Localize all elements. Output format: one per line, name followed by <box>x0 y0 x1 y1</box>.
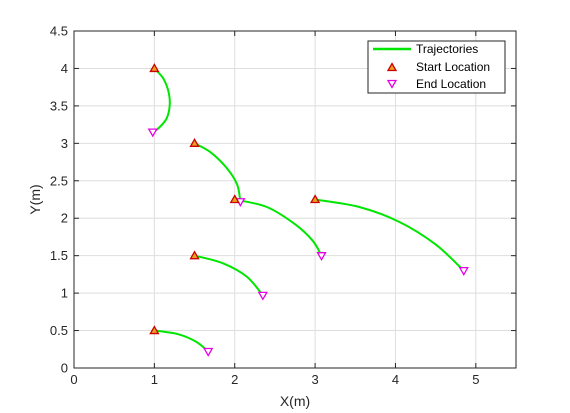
y-tick-label: 3.5 <box>50 98 68 113</box>
start-marker-5 <box>189 250 200 260</box>
end-marker-4 <box>458 266 469 276</box>
legend-start-marker <box>386 62 398 72</box>
end-marker-6 <box>203 347 214 357</box>
legend-label-end: End Location <box>416 77 486 91</box>
axes-box <box>73 30 517 369</box>
start-marker-1 <box>149 63 160 73</box>
start-marker-6 <box>149 325 160 335</box>
y-tick-label: 2 <box>61 211 68 226</box>
y-tick-label: 4.5 <box>50 24 68 39</box>
trajectory-lines <box>152 67 465 353</box>
x-tick-label: 2 <box>231 372 238 387</box>
x-tick-label: 1 <box>151 372 158 387</box>
axis-ticks: 0 1 2 3 4 5 0 0.5 1 1.5 2 2.5 3 3.5 4 4.5 <box>50 24 516 387</box>
x-tick-label: 5 <box>472 372 479 387</box>
legend-label-start: Start Location <box>416 60 490 74</box>
start-marker-3 <box>229 194 240 204</box>
x-tick-label: 4 <box>392 372 399 387</box>
end-marker-1 <box>147 128 158 138</box>
x-tick-label: 0 <box>70 372 77 387</box>
trajectory-line-1 <box>152 67 171 133</box>
trajectory-line-5 <box>194 254 264 297</box>
y-tick-label: 1 <box>61 286 68 301</box>
y-tick-label: 4 <box>61 61 68 76</box>
x-tick-label: 3 <box>311 372 318 387</box>
y-tick-label: 0 <box>61 361 68 376</box>
y-axis-title: Y(m) <box>27 184 43 214</box>
trajectory-line-6 <box>154 329 209 353</box>
legend-end-marker <box>386 79 398 89</box>
legend: Trajectories Start Location End Location <box>367 40 506 94</box>
x-axis-title: X(m) <box>280 393 310 409</box>
y-tick-label: 1.5 <box>50 248 68 263</box>
start-marker-4 <box>309 194 321 204</box>
start-marker-2 <box>189 138 200 147</box>
trajectory-line-2 <box>194 142 242 202</box>
y-tick-label: 0.5 <box>50 323 68 338</box>
y-tick-label: 3 <box>61 136 68 151</box>
location-markers <box>147 63 469 357</box>
y-tick-label: 2.5 <box>50 173 68 188</box>
end-marker-5 <box>257 291 268 301</box>
trajectory-line-4 <box>314 198 465 272</box>
trajectory-line-3 <box>234 198 323 257</box>
end-marker-3 <box>316 252 327 261</box>
legend-label-trajectories: Trajectories <box>416 42 478 56</box>
